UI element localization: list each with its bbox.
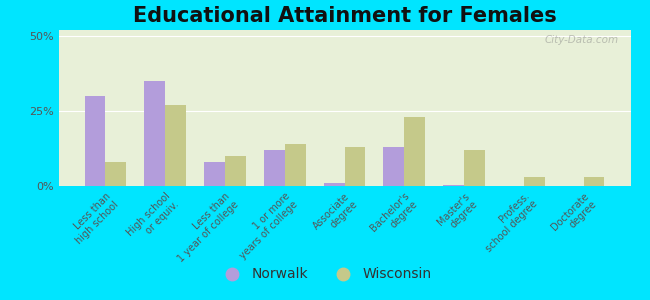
Bar xyxy=(204,162,225,186)
Text: City-Data.com: City-Data.com xyxy=(545,35,619,45)
Bar xyxy=(144,81,165,186)
Bar xyxy=(584,177,605,186)
Legend: Norwalk, Wisconsin: Norwalk, Wisconsin xyxy=(213,262,437,287)
Bar xyxy=(225,156,246,186)
Bar xyxy=(344,147,365,186)
Bar xyxy=(105,162,126,186)
Bar xyxy=(443,184,464,186)
Bar xyxy=(285,144,306,186)
Title: Educational Attainment for Females: Educational Attainment for Females xyxy=(133,6,556,26)
Bar xyxy=(524,177,545,186)
Bar xyxy=(264,150,285,186)
Bar xyxy=(404,117,425,186)
Bar xyxy=(384,147,404,186)
Bar xyxy=(165,105,186,186)
Bar xyxy=(464,150,485,186)
Bar xyxy=(84,96,105,186)
Bar xyxy=(324,183,344,186)
